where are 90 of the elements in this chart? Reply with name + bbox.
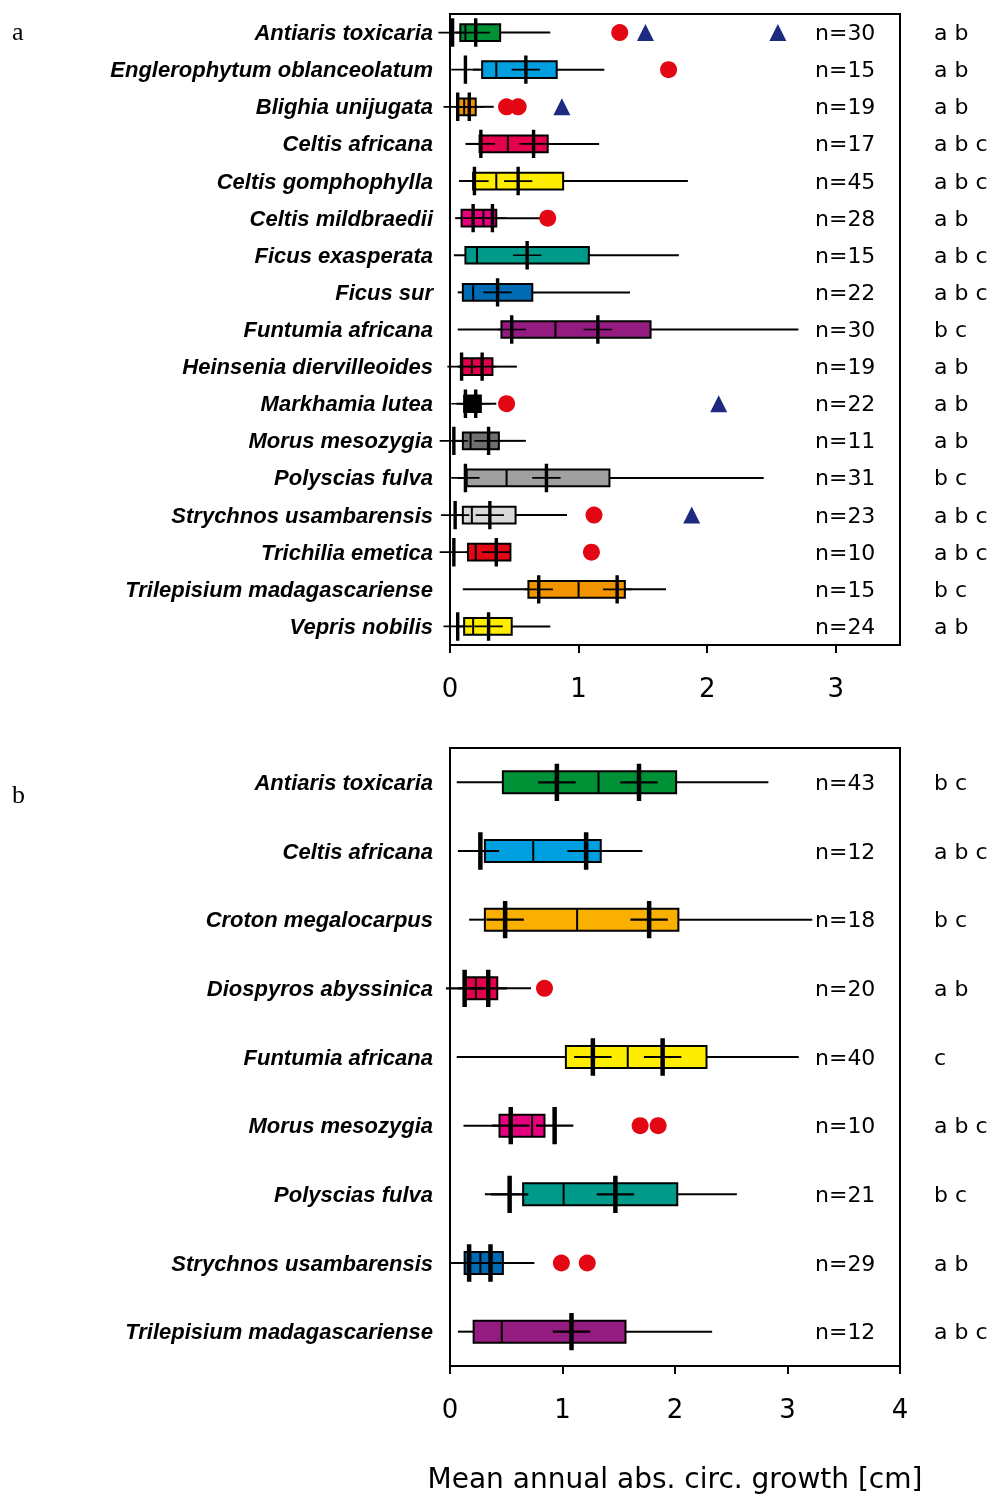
text: a b bbox=[934, 94, 969, 120]
annotation: n=17 bbox=[815, 131, 876, 157]
y-tick-label: Englerophytum oblanceolatum bbox=[110, 57, 433, 83]
annotation: n=22 bbox=[815, 391, 876, 417]
annotation: n=21 bbox=[815, 1181, 876, 1207]
x-tick-label: 3 bbox=[827, 673, 844, 703]
text: b c bbox=[934, 317, 968, 342]
y-tick-label: Markhamia lutea bbox=[260, 391, 433, 417]
y-tick-label: Antiaris toxicaria bbox=[253, 20, 433, 46]
annotation: n=19 bbox=[815, 94, 876, 120]
annotation: n=29 bbox=[815, 1250, 876, 1276]
annotation: n=18 bbox=[815, 907, 876, 933]
y-tick-label: Trilepisium madagascariense bbox=[125, 576, 433, 602]
text: b c bbox=[934, 576, 968, 602]
y-tick-label: Ficus sur bbox=[335, 279, 435, 305]
text: b c bbox=[934, 769, 968, 795]
annotation: n=31 bbox=[815, 465, 876, 491]
text: a b bbox=[934, 975, 969, 1001]
text: b c bbox=[934, 465, 968, 491]
text: a b bbox=[934, 354, 969, 380]
annotation: n=24 bbox=[815, 613, 876, 639]
text: a b bbox=[934, 1250, 969, 1276]
text: a b bbox=[934, 57, 969, 83]
y-tick-label: Celtis africana bbox=[282, 838, 433, 864]
text: a b c bbox=[934, 1319, 988, 1345]
annotation: n=10 bbox=[815, 539, 876, 565]
text: a b bbox=[934, 205, 969, 231]
x-tick-label: 1 bbox=[554, 1394, 571, 1424]
x-tick-label: 3 bbox=[779, 1394, 796, 1424]
text: a b c bbox=[934, 539, 988, 565]
y-tick-label: Blighia unijugata bbox=[255, 94, 433, 120]
text: a b bbox=[934, 613, 969, 639]
y-tick-label: Antiaris toxicaria bbox=[253, 769, 433, 795]
annotation: n=10 bbox=[815, 1113, 876, 1139]
text: a b bbox=[934, 20, 969, 46]
annotation: n=43 bbox=[815, 769, 876, 795]
annotation: n=30 bbox=[815, 317, 876, 342]
annotation: n=19 bbox=[815, 354, 876, 380]
y-tick-label: Vepris nobilis bbox=[289, 613, 433, 639]
y-tick-label: Funtumia africana bbox=[243, 1044, 433, 1070]
x-tick-label: 4 bbox=[891, 1394, 909, 1424]
y-tick-label: Celtis africana bbox=[282, 131, 433, 157]
text: a b c bbox=[934, 131, 988, 157]
text: a b c bbox=[934, 502, 988, 528]
annotation: n=22 bbox=[815, 279, 876, 305]
annotation: n=12 bbox=[815, 838, 876, 864]
annotation: n=11 bbox=[815, 428, 876, 454]
x-tick-label: 2 bbox=[666, 1394, 684, 1424]
text: b c bbox=[934, 1181, 968, 1207]
text: a b bbox=[934, 428, 969, 454]
annotation: n=15 bbox=[815, 242, 876, 268]
annotation: n=30 bbox=[815, 20, 876, 46]
annotation: n=23 bbox=[815, 502, 876, 528]
text: a b c bbox=[934, 838, 988, 864]
x-tick-label: 0 bbox=[441, 1394, 459, 1424]
y-tick-label: Strychnos usambarensis bbox=[171, 502, 433, 528]
annotation: n=40 bbox=[815, 1044, 876, 1070]
x-axis-title: Mean annual abs. circ. growth [cm] bbox=[427, 1461, 923, 1495]
y-tick-label: Trilepisium madagascariense bbox=[125, 1319, 433, 1345]
text: a b c bbox=[934, 168, 988, 194]
y-tick-label: Funtumia africana bbox=[243, 317, 433, 342]
annotation: n=20 bbox=[815, 975, 876, 1001]
x-tick-label: 0 bbox=[441, 673, 459, 703]
text: a bbox=[12, 16, 24, 46]
y-tick-label: Strychnos usambarensis bbox=[171, 1250, 433, 1276]
y-tick-label: Morus mesozygia bbox=[248, 428, 433, 454]
x-tick-label: 1 bbox=[570, 673, 587, 703]
annotation: n=15 bbox=[815, 57, 876, 83]
text: a b bbox=[934, 391, 969, 417]
y-tick-label: Celtis mildbraedii bbox=[249, 205, 434, 231]
y-tick-label: Croton megalocarpus bbox=[205, 907, 433, 933]
annotation: n=12 bbox=[815, 1319, 876, 1345]
annotation: n=28 bbox=[815, 205, 876, 231]
text: c bbox=[934, 1044, 947, 1070]
y-tick-label: Celtis gomphophylla bbox=[216, 168, 433, 194]
y-tick-label: Polyscias fulva bbox=[274, 1181, 433, 1207]
y-tick-label: Morus mesozygia bbox=[248, 1113, 433, 1139]
text: a b c bbox=[934, 279, 988, 305]
x-tick-label: 2 bbox=[698, 673, 716, 703]
annotation: n=15 bbox=[815, 576, 876, 602]
y-tick-label: Heinsenia diervilleoides bbox=[182, 354, 433, 380]
text: a b c bbox=[934, 1113, 988, 1139]
annotation: n=45 bbox=[815, 168, 876, 194]
text: b c bbox=[934, 907, 968, 933]
text: a b c bbox=[934, 242, 988, 268]
y-tick-label: Ficus exasperata bbox=[254, 242, 433, 268]
y-tick-label: Diospyros abyssinica bbox=[206, 975, 433, 1001]
y-tick-label: Trichilia emetica bbox=[260, 539, 433, 565]
y-tick-label: Polyscias fulva bbox=[274, 465, 433, 491]
text: b bbox=[12, 779, 25, 809]
